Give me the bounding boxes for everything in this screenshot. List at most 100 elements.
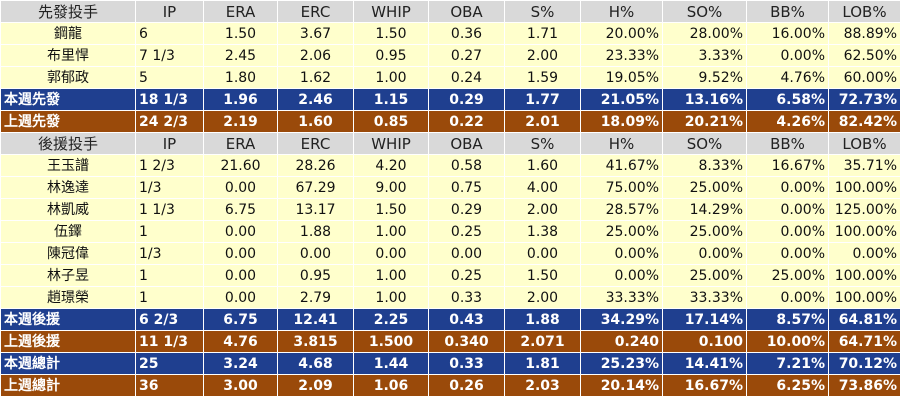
total-label: 本週後援 (0, 308, 136, 331)
column-header: H% (580, 0, 663, 23)
pitcher-row: 郭郁政 5 1.80 1.62 1.00 0.24 1.59 19.05% 9.52% 4.76%… (0, 66, 900, 89)
stat-cell: 1.71 (504, 22, 581, 45)
this-week-total-row: 本週總計 25 3.24 4.68 1.44 0.33 1.81 25.23% 14.41% 7.… (0, 352, 900, 375)
stat-cell: 0.00% (746, 198, 829, 221)
stat-cell: 36 (135, 374, 204, 397)
stat-cell: 1.88 (277, 220, 354, 243)
stat-cell: 25.00% (662, 176, 747, 199)
stat-cell: 0.58 (428, 154, 505, 177)
stat-cell: 0.00 (203, 176, 278, 199)
stat-cell: 6 (135, 22, 204, 45)
stat-cell: 1.38 (504, 220, 581, 243)
pitcher-row: 伍鐸 1 0.00 1.88 1.00 0.25 1.38 25.00% 25.00% 0.00%… (0, 220, 900, 243)
pitcher-name: 林凱威 (0, 198, 136, 221)
stat-cell: 1.500 (353, 330, 429, 353)
stat-cell: 25.00% (662, 220, 747, 243)
stat-cell: 0.00 (203, 242, 278, 265)
stat-cell: 4.20 (353, 154, 429, 177)
stat-cell: 1 (135, 286, 204, 309)
stat-cell: 0.340 (428, 330, 505, 353)
stat-cell: 0.100 (662, 330, 747, 353)
stat-cell: 1 (135, 220, 204, 243)
column-header: OBA (428, 0, 505, 23)
stat-cell: 1.44 (353, 352, 429, 375)
stat-cell: 4.76% (746, 66, 829, 89)
stat-cell: 0.25 (428, 264, 505, 287)
stat-cell: 0.00% (746, 242, 829, 265)
stat-cell: 1.50 (203, 22, 278, 45)
stat-cell: 6.58% (746, 88, 829, 111)
stat-cell: 20.21% (662, 110, 747, 133)
stat-cell: 0.00 (203, 286, 278, 309)
stat-cell: 2.09 (277, 374, 354, 397)
total-label: 本週先發 (0, 88, 136, 111)
stat-cell: 6.75 (203, 198, 278, 221)
stat-cell: 1 2/3 (135, 154, 204, 177)
column-header: IP (135, 0, 204, 23)
stat-cell: 67.29 (277, 176, 354, 199)
stat-cell: 8.33% (662, 154, 747, 177)
stat-cell: 1 (135, 264, 204, 287)
stat-cell: 2.00 (504, 44, 581, 67)
last-week-total-row: 上週後援 11 1/3 4.76 3.815 1.500 0.340 2.071 0.240 0… (0, 330, 900, 353)
stat-cell: 28.26 (277, 154, 354, 177)
stat-cell: 1.60 (277, 110, 354, 133)
stat-cell: 100.00% (828, 176, 900, 199)
stat-cell: 2.46 (277, 88, 354, 111)
stat-cell: 16.00% (746, 22, 829, 45)
stat-cell: 3.33% (662, 44, 747, 67)
stat-cell: 4.26% (746, 110, 829, 133)
stat-cell: 0.00% (746, 44, 829, 67)
stat-cell: 13.16% (662, 88, 747, 111)
pitcher-name: 鋼龍 (0, 22, 136, 45)
stat-cell: 100.00% (828, 264, 900, 287)
column-header: BB% (746, 132, 829, 155)
column-header: OBA (428, 132, 505, 155)
pitcher-name: 郭郁政 (0, 66, 136, 89)
this-week-total-row: 本週先發 18 1/3 1.96 2.46 1.15 0.29 1.77 21.05% 13.1… (0, 88, 900, 111)
stat-cell: 17.14% (662, 308, 747, 331)
stat-cell: 8.57% (746, 308, 829, 331)
column-header: LOB% (828, 0, 900, 23)
stat-cell: 1.06 (353, 374, 429, 397)
column-header: ERA (203, 132, 278, 155)
stat-cell: 33.33% (580, 286, 663, 309)
stat-cell: 0.85 (353, 110, 429, 133)
stat-cell: 62.50% (828, 44, 900, 67)
stat-cell: 0.22 (428, 110, 505, 133)
stat-cell: 41.67% (580, 154, 663, 177)
stat-cell: 70.12% (828, 352, 900, 375)
stat-cell: 16.67% (746, 154, 829, 177)
stat-cell: 25.23% (580, 352, 663, 375)
column-header: IP (135, 132, 204, 155)
stat-cell: 88.89% (828, 22, 900, 45)
stat-cell: 21.05% (580, 88, 663, 111)
section-header-row: 先發投手 IP ERA ERC WHIP OBA S% H% SO% BB% LOB% (0, 0, 900, 23)
this-week-total-row: 本週後援 6 2/3 6.75 12.41 2.25 0.43 1.88 34.29% 17.1… (0, 308, 900, 331)
stat-cell: 16.67% (662, 374, 747, 397)
pitcher-name: 林子昱 (0, 264, 136, 287)
stat-cell: 0.00 (277, 242, 354, 265)
stat-cell: 1.15 (353, 88, 429, 111)
stat-cell: 1/3 (135, 176, 204, 199)
stat-cell: 24 2/3 (135, 110, 204, 133)
stat-cell: 82.42% (828, 110, 900, 133)
stat-cell: 35.71% (828, 154, 900, 177)
stat-cell: 0.33 (428, 286, 505, 309)
stat-cell: 0.33 (428, 352, 505, 375)
stat-cell: 1.00 (353, 286, 429, 309)
stat-cell: 10.00% (746, 330, 829, 353)
stat-cell: 33.33% (662, 286, 747, 309)
stat-cell: 14.41% (662, 352, 747, 375)
stat-cell: 60.00% (828, 66, 900, 89)
stat-cell: 2.79 (277, 286, 354, 309)
column-header: ERC (277, 0, 354, 23)
stat-cell: 12.41 (277, 308, 354, 331)
stat-cell: 25.00% (580, 220, 663, 243)
stat-cell: 2.25 (353, 308, 429, 331)
total-label: 本週總計 (0, 352, 136, 375)
stat-cell: 0.240 (580, 330, 663, 353)
pitcher-name: 趙璟榮 (0, 286, 136, 309)
stat-cell: 0.24 (428, 66, 505, 89)
stat-cell: 4.68 (277, 352, 354, 375)
